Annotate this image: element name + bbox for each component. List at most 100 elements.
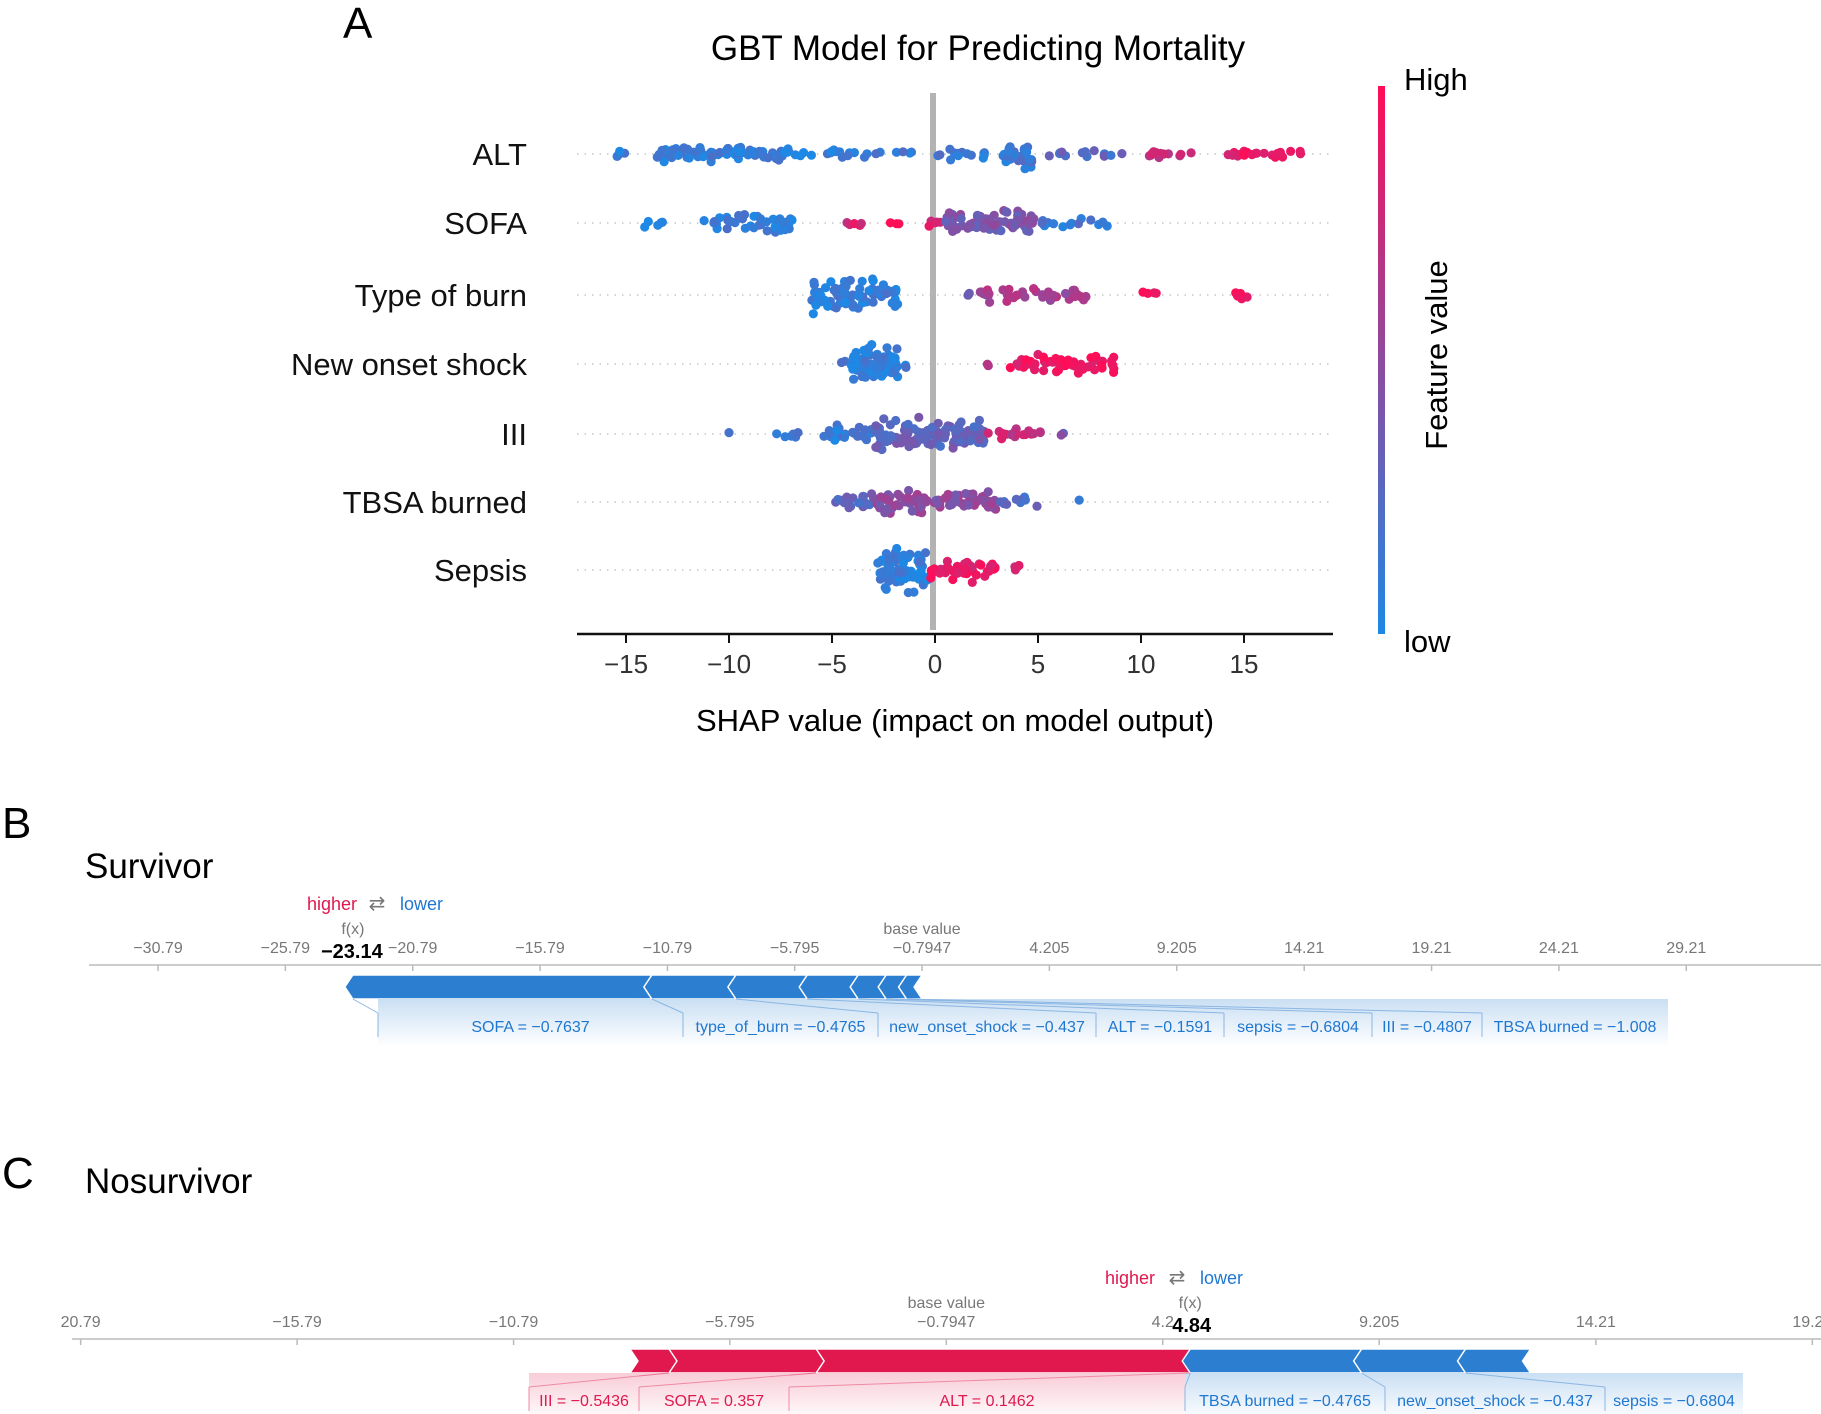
beeswarm-point (848, 364, 858, 374)
beeswarm-point (898, 147, 908, 157)
beeswarm-point (1091, 351, 1101, 361)
beeswarm-point (940, 429, 951, 439)
beeswarm-point (749, 223, 759, 233)
beeswarm-point (935, 150, 945, 160)
beeswarm-point (1009, 221, 1019, 231)
connector-line (886, 998, 1373, 1014)
beeswarm-point (935, 568, 945, 578)
beeswarm-point (962, 149, 972, 159)
connector-line (1184, 1372, 1191, 1388)
beeswarm-point (793, 428, 803, 438)
contribution-fade (1385, 1373, 1605, 1414)
beeswarm-point (1117, 149, 1127, 159)
beeswarm-point (875, 499, 885, 509)
beeswarm-point (983, 428, 993, 438)
beeswarm-point (953, 151, 963, 161)
beeswarm-point (864, 500, 875, 510)
beeswarm-point (657, 217, 668, 227)
contribution-label: TBSA burned = −0.4765 (1199, 1393, 1371, 1410)
beeswarm-point (1074, 495, 1084, 505)
axis-tick-label: 9.205 (1157, 940, 1197, 957)
beeswarm-point (891, 415, 901, 426)
beeswarm-point (952, 568, 963, 578)
beeswarm-point (1295, 149, 1306, 159)
beeswarm-point (860, 372, 871, 382)
beeswarm-point (903, 419, 913, 429)
beeswarm-point (1004, 147, 1014, 157)
beeswarm-point (1060, 288, 1071, 299)
beeswarm-point (914, 557, 924, 567)
beeswarm-point (872, 352, 882, 362)
beeswarm-point (998, 429, 1008, 439)
force-segment (727, 974, 809, 1000)
x-axis-label: SHAP value (impact on model output) (696, 703, 1214, 738)
beeswarm-point (643, 216, 653, 227)
beeswarm-point (763, 153, 773, 163)
beeswarm-point (870, 363, 880, 374)
beeswarm-point (882, 504, 892, 514)
beeswarm-point (799, 148, 809, 158)
higher-label: higher (1105, 1268, 1155, 1288)
feature-label: TBSA burned (343, 485, 527, 520)
beeswarm-point (854, 498, 864, 508)
beeswarm-point (857, 276, 867, 286)
beeswarm-point (1022, 147, 1032, 157)
beeswarm-point (1029, 284, 1039, 294)
contribution-label: III = −0.5436 (539, 1393, 629, 1410)
beeswarm-point (652, 152, 662, 162)
connector-line (651, 998, 684, 1014)
beeswarm-point (987, 499, 997, 509)
beeswarm-point (1272, 148, 1283, 159)
beeswarm-points (612, 142, 1306, 598)
zero-baseline (930, 93, 936, 630)
beeswarm-point (1014, 560, 1024, 571)
beeswarm-point (954, 420, 964, 430)
beeswarm-point (861, 435, 872, 445)
axis-tick-label: −30.79 (133, 940, 182, 957)
beeswarm-point (1020, 292, 1030, 302)
beeswarm-point (830, 435, 840, 445)
beeswarm-point (1073, 219, 1083, 229)
x-tick-label: −15 (604, 649, 648, 679)
contribution-fade (529, 1373, 639, 1414)
beeswarm-point (1048, 219, 1059, 229)
beeswarm-point (1143, 288, 1153, 298)
beeswarm-point (995, 497, 1006, 507)
beeswarm-point (1037, 218, 1047, 228)
beeswarm-point (772, 429, 782, 439)
beeswarm-point (951, 427, 961, 437)
beeswarm-point (1238, 149, 1248, 159)
lower-label: lower (400, 894, 443, 914)
beeswarm-point (935, 441, 946, 451)
force-segment (344, 974, 654, 1000)
x-tick-label: 10 (1127, 649, 1156, 679)
beeswarm-point (1032, 501, 1042, 511)
axis-tick-label: −0.7947 (893, 940, 951, 957)
beeswarm-point (887, 298, 897, 308)
colorbar (1378, 86, 1385, 634)
beeswarm-point (892, 219, 902, 229)
colorbar-high-label: High (1404, 62, 1468, 97)
beeswarm-point (941, 216, 951, 227)
beeswarm-point (886, 431, 896, 441)
beeswarm-point (1001, 207, 1011, 217)
beeswarm-point (836, 357, 847, 368)
beeswarm-gridlines (577, 153, 1333, 571)
beeswarm-point (832, 426, 842, 436)
beeswarm-point (996, 226, 1006, 236)
axis-tick-label: −10.79 (489, 1314, 538, 1331)
beeswarm-point (1223, 150, 1233, 160)
panel-c: C Nosurvivor higher ⇄ lower f(x) 4.84 ba… (2, 1149, 1821, 1414)
panel-a-letter: A (343, 0, 373, 48)
beeswarm-point (843, 497, 853, 507)
connector-line (735, 998, 879, 1014)
beeswarm-point (1006, 429, 1016, 440)
beeswarm-point (972, 210, 983, 220)
beeswarm-point (806, 150, 817, 160)
beeswarm-point (762, 226, 772, 236)
beeswarm-point (856, 218, 866, 229)
force-segment (1456, 1348, 1532, 1374)
axis-tick-label: −15.79 (272, 1314, 321, 1331)
beeswarm-point (916, 567, 926, 577)
force-plot-survivor: SOFA = −0.7637 type_of_burn = −0.4765 new_… (344, 974, 1668, 1047)
